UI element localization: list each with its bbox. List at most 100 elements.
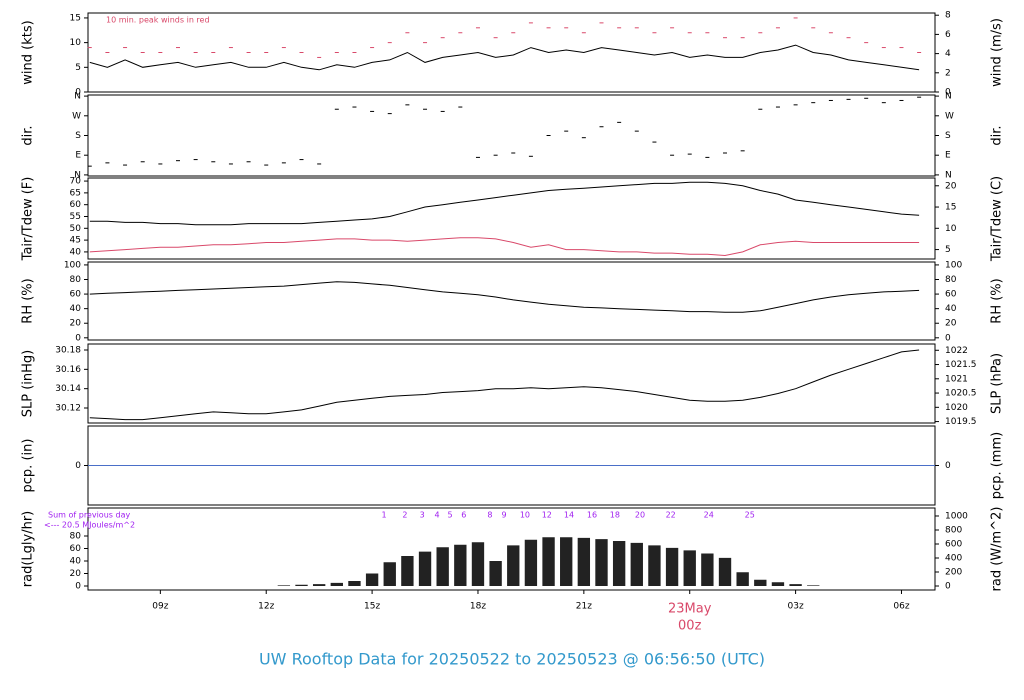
y2-tick-label: 0 xyxy=(945,461,951,471)
y2-tick-label: 4 xyxy=(945,49,951,59)
y-tick-label: 20 xyxy=(70,319,82,329)
y-tick-label: 80 xyxy=(70,275,82,285)
y-tick-label: 60 xyxy=(70,544,82,554)
marker-label: 12 xyxy=(542,511,552,520)
panel-frame xyxy=(87,261,936,341)
y-axis-title: rad(Lgly/hr) xyxy=(21,511,36,587)
y2-tick-label: 20 xyxy=(945,319,957,329)
y2-tick-label: 600 xyxy=(945,539,962,549)
y2-tick-label: 20 xyxy=(945,181,957,191)
bar xyxy=(489,561,502,586)
y2-tick-label: 40 xyxy=(945,304,957,314)
annotation: 10 min. peak winds in red xyxy=(106,16,210,25)
y-tick-label: 70 xyxy=(70,177,82,187)
y-tick-label: 60 xyxy=(70,290,82,300)
x-tick-label: 09z xyxy=(152,602,168,612)
bar xyxy=(771,582,785,586)
bar xyxy=(471,542,485,586)
y-axis-title: Tair/Tdew (F) xyxy=(21,177,36,262)
y-tick-label: 100 xyxy=(64,260,81,270)
y2-tick-label: 1019.5 xyxy=(945,417,977,427)
bar xyxy=(718,557,732,586)
x-tick-label: 00z xyxy=(678,619,702,634)
y-tick-label: 0 xyxy=(75,461,81,471)
y2-tick-label: 6 xyxy=(945,30,951,40)
y2-tick-label: N xyxy=(945,92,952,102)
bar xyxy=(312,584,326,586)
bar xyxy=(577,537,591,586)
y-tick-label: 20 xyxy=(70,569,82,579)
y2-tick-label: S xyxy=(945,131,951,141)
marker-label: 2 xyxy=(402,511,407,520)
y-axis-title: dir. xyxy=(21,125,36,145)
y-tick-label: 65 xyxy=(70,188,81,198)
marker-label: 20 xyxy=(635,511,645,520)
bar xyxy=(524,539,538,586)
bar xyxy=(560,537,573,586)
y2-tick-label: 800 xyxy=(945,525,962,535)
y-tick-label: 60 xyxy=(70,200,82,210)
y2-axis-title: rad (W/m^2) xyxy=(990,507,1005,592)
x-tick-label: 18z xyxy=(470,602,486,612)
y-tick-label: 40 xyxy=(70,557,82,567)
bar xyxy=(401,556,414,586)
y2-tick-label: 60 xyxy=(945,290,957,300)
bar xyxy=(383,562,396,586)
bar xyxy=(683,550,696,586)
marker-label: 9 xyxy=(502,511,507,520)
y2-tick-label: E xyxy=(945,151,951,161)
y-tick-label: 30.12 xyxy=(55,404,81,414)
y2-tick-label: 5 xyxy=(945,245,951,255)
y-axis-title: SLP (inHg) xyxy=(21,350,36,418)
marker-label: 4 xyxy=(434,511,439,520)
y-tick-label: 45 xyxy=(70,236,81,246)
y2-tick-label: 8 xyxy=(945,11,951,21)
panel-frame xyxy=(87,343,936,424)
y-tick-label: 50 xyxy=(70,224,82,234)
marker-label: 5 xyxy=(448,511,453,520)
bar xyxy=(507,545,520,586)
y2-tick-label: 200 xyxy=(945,568,962,578)
note: Sum of previous day xyxy=(48,511,130,520)
y2-tick-label: 1020.5 xyxy=(945,389,977,399)
y2-tick-label: 400 xyxy=(945,553,962,563)
marker-label: 1 xyxy=(382,511,387,520)
y-tick-label: 0 xyxy=(75,582,81,592)
y2-axis-title: dir. xyxy=(990,125,1005,145)
note: <--- 20.5 MJoules/m^2 xyxy=(44,521,135,530)
data-line xyxy=(89,237,920,257)
date-label: 23May xyxy=(668,602,712,617)
y2-tick-label: W xyxy=(945,111,954,121)
x-tick-label: 03z xyxy=(788,602,804,612)
bar xyxy=(330,582,343,586)
y2-tick-label: 1020 xyxy=(945,403,968,413)
y2-tick-label: 10 xyxy=(945,224,957,234)
marker-label: 8 xyxy=(487,511,492,520)
y-tick-label: 30.14 xyxy=(55,384,81,394)
bar xyxy=(348,581,361,586)
y-tick-label: N xyxy=(74,92,81,102)
bar xyxy=(630,542,643,586)
marker-label: 14 xyxy=(564,511,574,520)
x-tick-label: 06z xyxy=(893,602,909,612)
x-tick-label: 21z xyxy=(576,602,592,612)
bar xyxy=(754,579,767,586)
bar xyxy=(436,547,449,586)
y2-tick-label: 0 xyxy=(945,582,951,592)
y-tick-label: 15 xyxy=(70,13,81,23)
y-tick-label: 10 xyxy=(70,38,82,48)
y-tick-label: W xyxy=(72,111,81,121)
data-line xyxy=(89,181,920,226)
bar xyxy=(665,547,679,586)
bar xyxy=(648,545,661,586)
bar xyxy=(542,537,555,586)
marker-label: 10 xyxy=(520,511,530,520)
y-tick-label: E xyxy=(75,151,81,161)
marker-label: 3 xyxy=(420,511,425,520)
bar xyxy=(595,539,608,586)
y-tick-label: 30.18 xyxy=(55,345,81,355)
y2-tick-label: 1022 xyxy=(945,346,968,356)
y2-axis-title: RH (%) xyxy=(990,278,1005,323)
bar xyxy=(295,584,308,586)
